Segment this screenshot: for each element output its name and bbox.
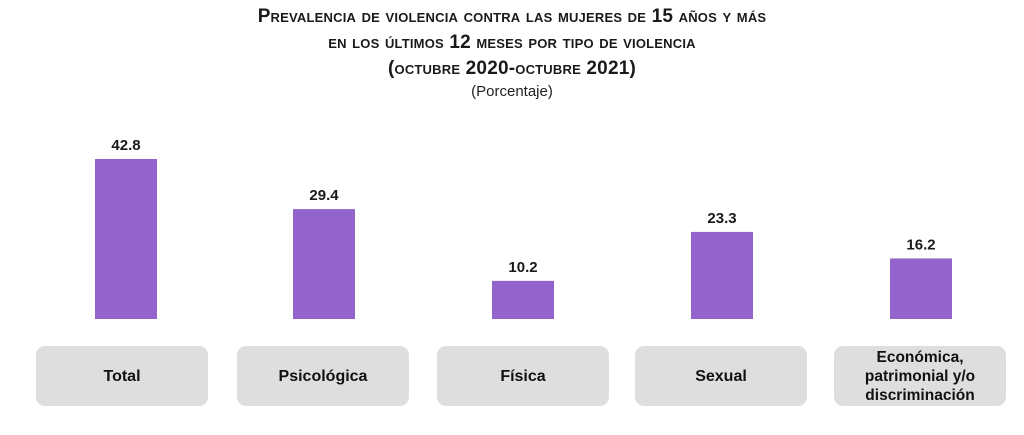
category-box-psicologica: Psicológica bbox=[237, 346, 409, 406]
category-box-economica: Económica, patrimonial y/o discriminació… bbox=[834, 346, 1006, 406]
category-box-sexual: Sexual bbox=[635, 346, 807, 406]
category-box-total: Total bbox=[36, 346, 208, 406]
bar-economica bbox=[890, 258, 952, 319]
data-label-fisica: 10.2 bbox=[508, 259, 537, 276]
data-label-sexual: 23.3 bbox=[707, 210, 736, 227]
category-label-total: Total bbox=[103, 367, 141, 385]
category-label-sexual: Sexual bbox=[695, 367, 747, 385]
bar-sexual bbox=[691, 231, 753, 319]
chart-title-line-2: en los últimos 12 meses por tipo de viol… bbox=[328, 32, 696, 53]
chart-title-block: Prevalencia de violencia contra las muje… bbox=[0, 4, 1024, 102]
data-label-economica: 16.2 bbox=[906, 236, 935, 253]
data-label-total: 42.8 bbox=[111, 137, 140, 154]
chart-title-line-3: (octubre 2020-octubre 2021) bbox=[387, 58, 637, 79]
chart-title-line-1: Prevalencia de violencia contra las muje… bbox=[257, 6, 767, 27]
category-label-economica: Económica, patrimonial y/o discriminació… bbox=[864, 348, 976, 404]
category-label-fisica: Física bbox=[500, 367, 546, 385]
data-label-psicologica: 29.4 bbox=[309, 187, 339, 204]
category-label-psicologica: Psicológica bbox=[278, 367, 368, 385]
bar-total bbox=[95, 159, 157, 319]
chart-subtitle: (Porcentaje) bbox=[471, 83, 553, 100]
category-box-fisica: Física bbox=[437, 346, 609, 406]
bar-psicologica bbox=[293, 209, 355, 319]
bar-fisica bbox=[492, 280, 554, 319]
